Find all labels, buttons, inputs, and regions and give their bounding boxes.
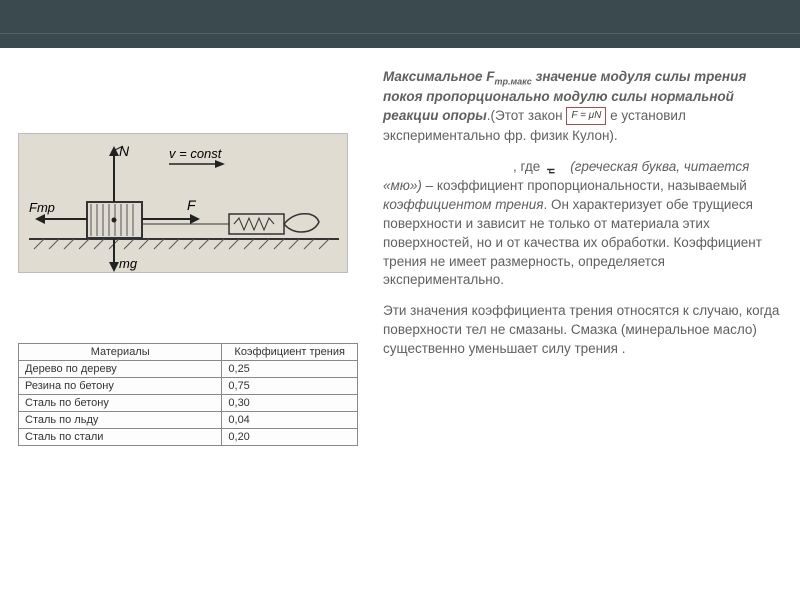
p2-coef: коэффициентом трения — [383, 197, 543, 212]
paragraph-1: Максимальное Fтр.макс значение модуля си… — [383, 68, 782, 146]
physics-diagram: N mg Fтр F — [18, 133, 348, 273]
formula-box: F = μN — [566, 107, 606, 125]
p2-lead: , где — [513, 159, 540, 174]
table-cell: Сталь по стали — [19, 429, 222, 446]
left-column: N mg Fтр F — [18, 68, 373, 446]
p2-body: – коэффициент пропорциональности, называ… — [422, 178, 747, 193]
label-v: v = const — [169, 146, 223, 161]
friction-coef-table: Материалы Коэффициент трения Дерево по д… — [18, 343, 358, 446]
slide-content: N mg Fтр F — [0, 48, 800, 456]
label-mg: mg — [119, 256, 138, 271]
table-cell: 0,20 — [222, 429, 358, 446]
paragraph-2: , где (греческая буква, читается «мю») –… — [383, 158, 782, 290]
p1-after: .(Этот закон — [487, 108, 567, 123]
table-row: Сталь по льду0,04 — [19, 412, 358, 429]
p1-prefix: Максимальное F — [383, 69, 495, 84]
table-cell: Резина по бетону — [19, 378, 222, 395]
table-row: Сталь по бетону0,30 — [19, 395, 358, 412]
table-row: Дерево по дереву0,25 — [19, 361, 358, 378]
table-row: Сталь по стали0,20 — [19, 429, 358, 446]
table-cell: 0,30 — [222, 395, 358, 412]
table-cell: Сталь по льду — [19, 412, 222, 429]
paragraph-3: Эти значения коэффициента трения относят… — [383, 302, 782, 359]
col-coef: Коэффициент трения — [222, 344, 358, 361]
title-bar — [0, 0, 800, 48]
table-cell: 0,25 — [222, 361, 358, 378]
table-cell: 0,75 — [222, 378, 358, 395]
label-N: N — [119, 143, 130, 159]
p1-sub: тр.макс — [495, 77, 532, 87]
table-row: Резина по бетону0,75 — [19, 378, 358, 395]
table-header-row: Материалы Коэффициент трения — [19, 344, 358, 361]
table-cell: Сталь по бетону — [19, 395, 222, 412]
col-materials: Материалы — [19, 344, 222, 361]
table-cell: Дерево по дереву — [19, 361, 222, 378]
formula: F = μN — [571, 110, 601, 121]
right-column: Максимальное Fтр.макс значение модуля си… — [373, 68, 782, 446]
label-Ftr: Fтр — [29, 200, 55, 215]
label-F: F — [187, 197, 197, 213]
table-cell: 0,04 — [222, 412, 358, 429]
